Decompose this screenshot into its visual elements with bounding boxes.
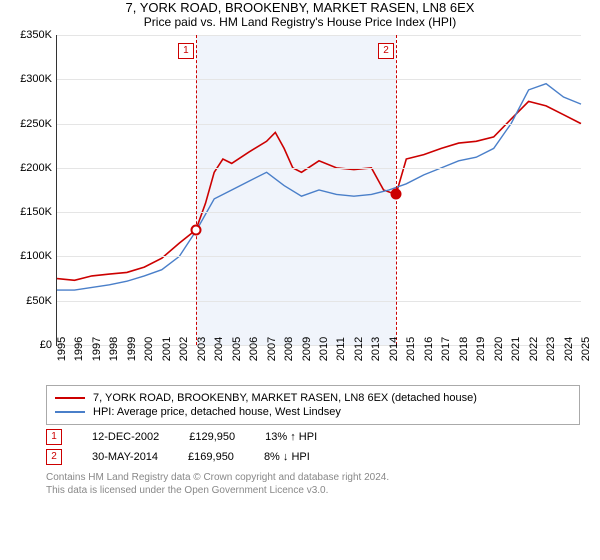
gridline bbox=[57, 256, 581, 257]
x-tick-label: 2007 bbox=[266, 337, 278, 361]
x-tick-label: 2017 bbox=[440, 337, 452, 361]
gridline bbox=[57, 124, 581, 125]
x-tick-label: 1995 bbox=[56, 337, 68, 361]
legend-label-2: HPI: Average price, detached house, West… bbox=[93, 406, 341, 418]
x-tick-label: 2021 bbox=[510, 337, 522, 361]
marker-delta: 13% ↑ HPI bbox=[265, 431, 317, 443]
footer-attribution: Contains HM Land Registry data © Crown c… bbox=[46, 471, 580, 497]
legend-box: 7, YORK ROAD, BROOKENBY, MARKET RASEN, L… bbox=[46, 385, 580, 425]
x-tick-label: 1997 bbox=[91, 337, 103, 361]
x-tick-label: 2015 bbox=[405, 337, 417, 361]
marker-box-icon: 2 bbox=[46, 449, 62, 465]
x-tick-label: 2003 bbox=[196, 337, 208, 361]
x-tick-label: 2008 bbox=[283, 337, 295, 361]
y-tick-label: £300K bbox=[20, 73, 52, 85]
footer-line-2: This data is licensed under the Open Gov… bbox=[46, 484, 580, 497]
x-tick-label: 2024 bbox=[563, 337, 575, 361]
legend-swatch-2 bbox=[55, 411, 85, 413]
x-tick-label: 2002 bbox=[178, 337, 190, 361]
y-axis: £0£50K£100K£150K£200K£250K£300K£350K bbox=[10, 35, 56, 345]
series-line-hpi bbox=[57, 84, 581, 290]
x-tick-label: 2010 bbox=[318, 337, 330, 361]
marker-box-icon: 1 bbox=[178, 43, 194, 59]
gridline bbox=[57, 79, 581, 80]
marker-row-1: 1 12-DEC-2002 £129,950 13% ↑ HPI bbox=[46, 429, 580, 445]
x-tick-label: 2014 bbox=[388, 337, 400, 361]
x-tick-label: 2009 bbox=[301, 337, 313, 361]
x-tick-label: 2000 bbox=[143, 337, 155, 361]
x-tick-label: 2022 bbox=[528, 337, 540, 361]
y-tick-label: £50K bbox=[26, 295, 52, 307]
marker-date: 12-DEC-2002 bbox=[92, 431, 159, 443]
series-svg bbox=[57, 35, 581, 345]
x-axis: 1995199619971998199920002001200220032004… bbox=[56, 345, 580, 375]
chart-subtitle: Price paid vs. HM Land Registry's House … bbox=[0, 15, 600, 29]
marker-dot bbox=[391, 189, 402, 200]
x-tick-label: 2005 bbox=[231, 337, 243, 361]
x-tick-label: 2020 bbox=[493, 337, 505, 361]
x-tick-label: 2004 bbox=[213, 337, 225, 361]
y-tick-label: £350K bbox=[20, 29, 52, 41]
y-tick-label: £250K bbox=[20, 118, 52, 130]
footer-line-1: Contains HM Land Registry data © Crown c… bbox=[46, 471, 580, 484]
chart-title: 7, YORK ROAD, BROOKENBY, MARKET RASEN, L… bbox=[0, 0, 600, 15]
marker-box-icon: 1 bbox=[46, 429, 62, 445]
marker-price: £169,950 bbox=[188, 451, 234, 463]
x-tick-label: 2011 bbox=[335, 337, 347, 361]
marker-row-2: 2 30-MAY-2014 £169,950 8% ↓ HPI bbox=[46, 449, 580, 465]
marker-price: £129,950 bbox=[189, 431, 235, 443]
x-tick-label: 1999 bbox=[126, 337, 138, 361]
marker-vline bbox=[196, 35, 197, 345]
y-tick-label: £0 bbox=[40, 339, 52, 351]
gridline bbox=[57, 35, 581, 36]
marker-delta: 8% ↓ HPI bbox=[264, 451, 310, 463]
x-tick-label: 2025 bbox=[580, 337, 592, 361]
chart-container: 7, YORK ROAD, BROOKENBY, MARKET RASEN, L… bbox=[0, 0, 600, 560]
gridline bbox=[57, 212, 581, 213]
y-tick-label: £200K bbox=[20, 162, 52, 174]
marker-dot bbox=[190, 224, 201, 235]
marker-date: 30-MAY-2014 bbox=[92, 451, 158, 463]
y-tick-label: £150K bbox=[20, 206, 52, 218]
x-tick-label: 2018 bbox=[458, 337, 470, 361]
marker-box-icon: 2 bbox=[378, 43, 394, 59]
x-tick-label: 2016 bbox=[423, 337, 435, 361]
chart-area: £0£50K£100K£150K£200K£250K£300K£350K 12 … bbox=[10, 35, 590, 375]
gridline bbox=[57, 168, 581, 169]
legend-row: HPI: Average price, detached house, West… bbox=[55, 406, 571, 418]
x-tick-label: 2013 bbox=[370, 337, 382, 361]
legend-label-1: 7, YORK ROAD, BROOKENBY, MARKET RASEN, L… bbox=[93, 392, 477, 404]
legend-row: 7, YORK ROAD, BROOKENBY, MARKET RASEN, L… bbox=[55, 392, 571, 404]
x-tick-label: 2023 bbox=[545, 337, 557, 361]
x-tick-label: 2019 bbox=[475, 337, 487, 361]
x-tick-label: 2012 bbox=[353, 337, 365, 361]
legend-swatch-1 bbox=[55, 397, 85, 399]
series-line-price_paid bbox=[57, 101, 581, 280]
x-tick-label: 2001 bbox=[161, 337, 173, 361]
y-tick-label: £100K bbox=[20, 250, 52, 262]
x-tick-label: 1998 bbox=[108, 337, 120, 361]
x-tick-label: 1996 bbox=[73, 337, 85, 361]
plot-area: 12 bbox=[56, 35, 581, 346]
x-tick-label: 2006 bbox=[248, 337, 260, 361]
gridline bbox=[57, 301, 581, 302]
